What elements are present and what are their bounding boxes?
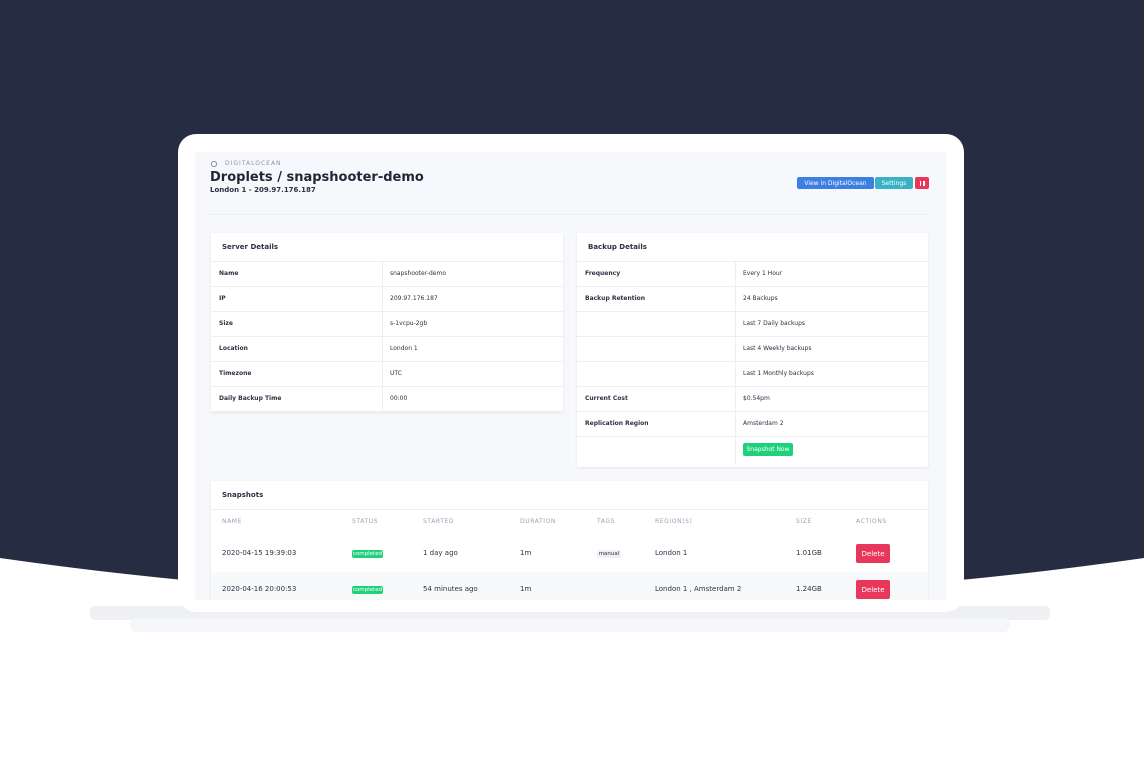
row-label: Replication Region xyxy=(585,420,649,427)
column-header: DURATION xyxy=(520,518,557,525)
cell: London 1 xyxy=(655,549,688,557)
cell: London 1 , Amsterdam 2 xyxy=(655,585,742,593)
screen: DIGITALOCEAN Droplets / snapshooter-demo… xyxy=(195,152,946,600)
row-value: $0.54pm xyxy=(743,395,770,402)
divider xyxy=(577,361,928,362)
subtitle: London 1 - 209.97.176.187 xyxy=(210,186,316,194)
row-value: UTC xyxy=(390,370,402,377)
row-bg xyxy=(211,536,928,572)
divider xyxy=(211,261,563,262)
column-header: SIZE xyxy=(796,518,812,525)
divider xyxy=(577,261,928,262)
tag-badge: manual xyxy=(597,550,621,558)
cell: 1 day ago xyxy=(423,549,458,557)
divider xyxy=(211,386,563,387)
delete-button[interactable]: Delete xyxy=(856,580,890,599)
status-badge: completed xyxy=(352,550,383,558)
divider xyxy=(577,311,928,312)
row-label: IP xyxy=(219,295,226,302)
column-header: ACTIONS xyxy=(856,518,887,525)
divider xyxy=(577,386,928,387)
snapshot-button[interactable]: Snapshot Now xyxy=(743,443,793,456)
row-value: Last 4 Weekly backups xyxy=(743,345,812,352)
row-label: Daily Backup Time xyxy=(219,395,282,402)
row-value: 00:00 xyxy=(390,395,408,402)
column-header: TAGS xyxy=(597,518,616,525)
delete-button[interactable]: Delete xyxy=(856,544,890,563)
cell: 2020-04-15 19:39:03 xyxy=(222,549,297,557)
divider xyxy=(577,411,928,412)
divider xyxy=(210,214,929,215)
backup-card: Backup Details Frequency Every 1 Hour Back… xyxy=(577,233,928,467)
cell: 54 minutes ago xyxy=(423,585,478,593)
row-label: Frequency xyxy=(585,270,621,277)
divider xyxy=(577,436,928,437)
settings-button[interactable]: Settings xyxy=(875,177,913,189)
cell: 2020-04-16 20:00:53 xyxy=(222,585,297,593)
page-title: Droplets / snapshooter-demo xyxy=(210,170,424,185)
divider xyxy=(211,411,563,412)
row-value: Every 1 Hour xyxy=(743,270,783,277)
divider xyxy=(211,311,563,312)
icon xyxy=(923,180,925,186)
row-label: Current Cost xyxy=(585,395,628,402)
column-divider xyxy=(735,261,736,464)
icon xyxy=(919,180,921,186)
column-header: REGION(S) xyxy=(655,518,693,525)
row-label: Backup Retention xyxy=(585,295,646,302)
row-label: Name xyxy=(219,270,239,277)
divider xyxy=(577,286,928,287)
card-title: Server Details xyxy=(222,243,279,251)
row-value: 209.97.176.187 xyxy=(390,295,438,302)
row-value: Amsterdam 2 xyxy=(743,420,784,427)
divider xyxy=(211,286,563,287)
row-value: s-1vcpu-2gb xyxy=(390,320,428,327)
row-bg xyxy=(211,572,928,600)
divider xyxy=(211,361,563,362)
card-title: Snapshots xyxy=(222,491,264,499)
icon xyxy=(210,160,218,168)
row-label: Location xyxy=(219,345,248,352)
cell: 1m xyxy=(520,585,532,593)
row-value: 24 Backups xyxy=(743,295,778,302)
cell: 1.24GB xyxy=(796,585,822,593)
divider xyxy=(211,509,928,510)
row-label: Size xyxy=(219,320,233,327)
divider xyxy=(211,336,563,337)
row-value: Last 7 Daily backups xyxy=(743,320,806,327)
divider xyxy=(577,336,928,337)
column-header: STARTED xyxy=(423,518,455,525)
pause-button[interactable] xyxy=(915,177,929,189)
view-button[interactable]: View in DigitalOcean xyxy=(797,177,874,189)
status-badge: completed xyxy=(352,586,383,594)
cell: 1m xyxy=(520,549,532,557)
breadcrumb: DIGITALOCEAN xyxy=(225,160,282,167)
row-value: London 1 xyxy=(390,345,418,352)
card-title: Backup Details xyxy=(588,243,647,251)
cell: 1.01GB xyxy=(796,549,822,557)
server-card: Server Details Name snapshooter-demo IP 209… xyxy=(211,233,563,412)
snapshots-card: Snapshots NAME STATUS STARTED DURATION TAGS R… xyxy=(211,481,928,600)
row-value: Last 1 Monthly backups xyxy=(743,370,814,377)
row-value: snapshooter-demo xyxy=(390,270,446,277)
column-header: STATUS xyxy=(352,518,379,525)
row-label: Timezone xyxy=(219,370,252,377)
column-header: NAME xyxy=(222,518,242,525)
